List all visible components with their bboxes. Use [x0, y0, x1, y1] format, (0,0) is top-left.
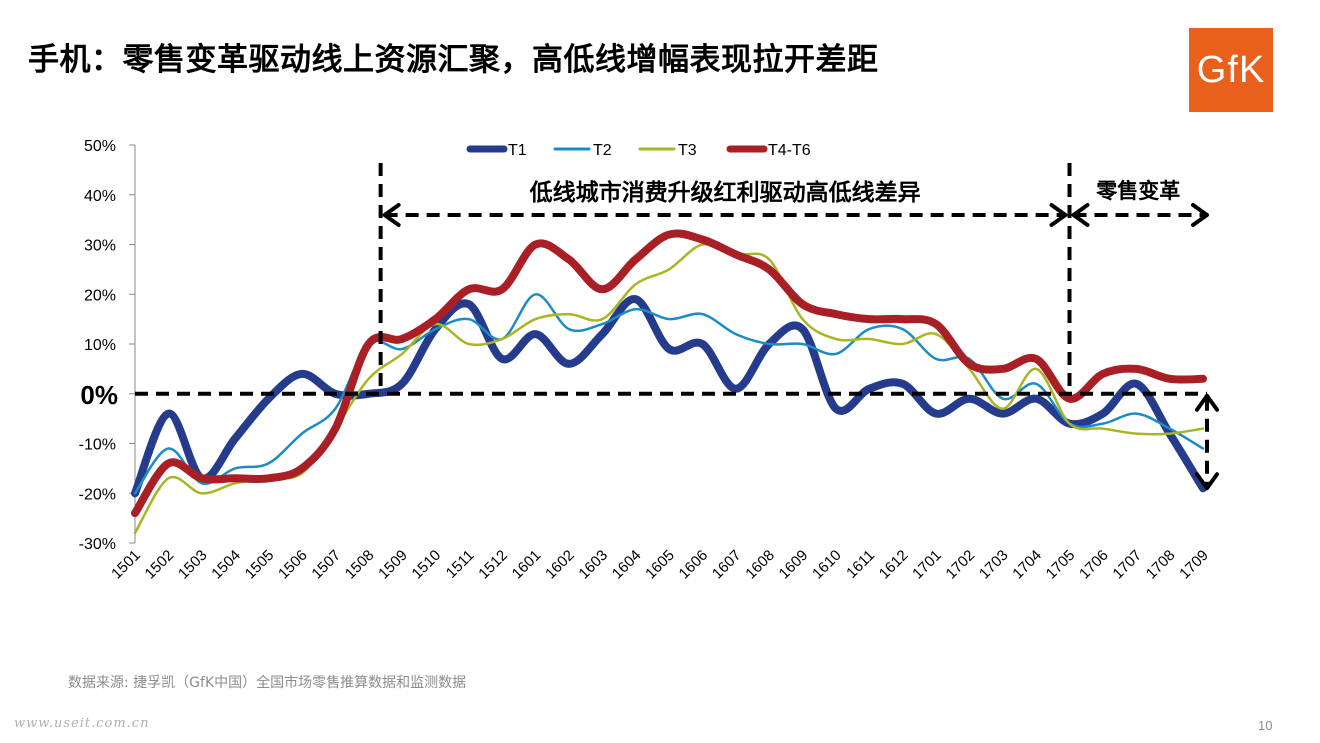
x-tick-label: 1502	[142, 547, 178, 583]
x-tick-label: 1508	[342, 547, 378, 583]
x-tick-label: 1605	[642, 547, 678, 583]
x-tick-label: 1510	[409, 547, 445, 583]
x-tick-label: 1512	[475, 547, 511, 583]
legend-label: T1	[508, 142, 527, 159]
x-tick-label: 1708	[1143, 547, 1179, 583]
x-tick-label: 1704	[1009, 547, 1045, 583]
x-tick-label: 1503	[175, 547, 211, 583]
watermark: www.useit.com.cn	[14, 716, 150, 731]
y-tick-label: -10%	[79, 437, 116, 454]
series-line-t4-t6	[131, 229, 1207, 518]
y-tick-label: 50%	[84, 138, 116, 155]
period2-label: 零售变革	[1095, 179, 1180, 203]
series-line-t1	[131, 295, 1207, 498]
arrowhead-left	[1071, 203, 1090, 227]
x-tick-label: 1507	[308, 547, 344, 583]
y-tick-label: 10%	[84, 337, 116, 354]
x-tick-label: 1606	[676, 547, 712, 583]
x-tick-label: 1703	[976, 547, 1012, 583]
x-tick-label: 1702	[943, 547, 979, 583]
x-tick-label: 1608	[742, 547, 778, 583]
legend-label: T2	[593, 142, 612, 159]
y-tick-label: -30%	[79, 536, 116, 553]
arrowhead-right	[1191, 203, 1209, 227]
zero-axis-label: 0%	[80, 380, 118, 410]
x-tick-label: 1612	[876, 547, 912, 583]
x-tick-label: 1611	[843, 547, 878, 582]
x-tick-label: 1511	[443, 547, 478, 582]
x-tick-label: 1709	[1176, 547, 1212, 583]
y-tick-label: 20%	[84, 287, 116, 304]
y-tick-label: 40%	[84, 188, 116, 205]
arrowhead-left	[382, 203, 401, 227]
legend: T1 T2 T3 T4-T6	[466, 142, 811, 159]
series-line-t2	[133, 293, 1205, 495]
x-tick-label: 1601	[509, 547, 545, 583]
x-tick-label: 1509	[375, 547, 411, 583]
x-tick-label: 1609	[776, 547, 812, 583]
page-title: 手机：零售变革驱动线上资源汇聚，高低线增幅表现拉开差距	[28, 42, 879, 78]
x-tick-label: 1701	[909, 547, 945, 583]
data-source-note: 数据来源: 捷孚凯（GfK中国）全国市场零售推算数据和监测数据	[68, 675, 467, 691]
arrowhead-right	[1049, 203, 1068, 227]
legend-label: T4-T6	[768, 142, 811, 159]
arrowhead-up	[1195, 393, 1219, 412]
x-tick-label: 1504	[208, 547, 244, 583]
x-tick-label: 1705	[1043, 547, 1079, 583]
x-tick-label: 1603	[575, 547, 611, 583]
series-lines	[131, 229, 1207, 535]
y-tick-label: -20%	[79, 486, 116, 503]
y-tick-label: 30%	[84, 238, 116, 255]
x-tick-label: 1707	[1109, 547, 1145, 583]
legend-label: T3	[678, 142, 697, 159]
x-tick-label: 1602	[542, 547, 578, 583]
x-tick-label: 1610	[809, 547, 845, 583]
x-tick-label: 1706	[1076, 547, 1112, 583]
x-tick-label: 1604	[609, 547, 645, 583]
period1-label: 低线城市消费升级红利驱动高低线差异	[529, 179, 921, 206]
x-tick-label: 1505	[242, 547, 278, 583]
arrowhead-down	[1195, 472, 1219, 491]
annotations: 低线城市消费升级红利驱动高低线差异 零售变革	[135, 163, 1219, 491]
page-number: 10	[1258, 718, 1273, 733]
x-tick-label: 1607	[709, 547, 745, 583]
gfk-logo: GfK	[1189, 28, 1273, 112]
x-tick-label: 1506	[275, 547, 311, 583]
